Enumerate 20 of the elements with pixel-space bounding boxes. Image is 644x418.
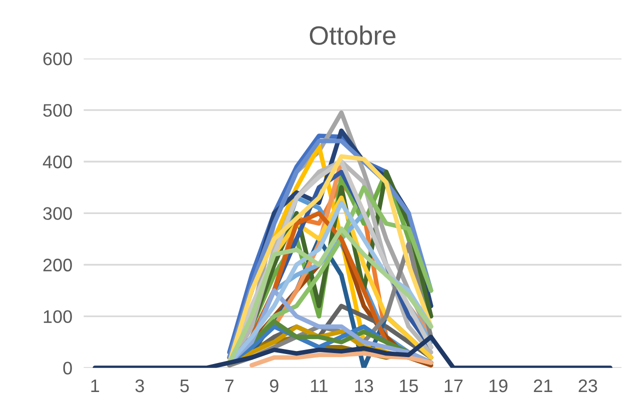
x-tick-label: 3	[135, 379, 144, 392]
y-tick-label: 600	[43, 52, 72, 66]
x-tick-label: 13	[355, 379, 374, 392]
x-tick-label: 19	[490, 379, 508, 392]
y-tick-label: 300	[43, 207, 72, 220]
x-tick-label: 15	[400, 380, 418, 392]
y-tick-label: 500	[43, 104, 72, 117]
x-tick-label: 11	[310, 380, 328, 392]
x-tick-label: 23	[578, 379, 598, 392]
x-tick-label: 17	[444, 380, 463, 392]
x-tick-label: 9	[270, 379, 278, 392]
chart-title: Ottobre	[310, 26, 396, 45]
y-tick-label: 400	[42, 156, 72, 168]
x-tick-label: 1	[91, 380, 100, 392]
x-tick-label: 7	[225, 380, 234, 392]
y-tick-label: 200	[43, 258, 72, 272]
x-tick-label: 21	[534, 379, 552, 392]
y-tick-label: 0	[63, 362, 72, 375]
x-tick-label: 5	[180, 380, 189, 392]
y-tick-label: 100	[44, 310, 72, 324]
